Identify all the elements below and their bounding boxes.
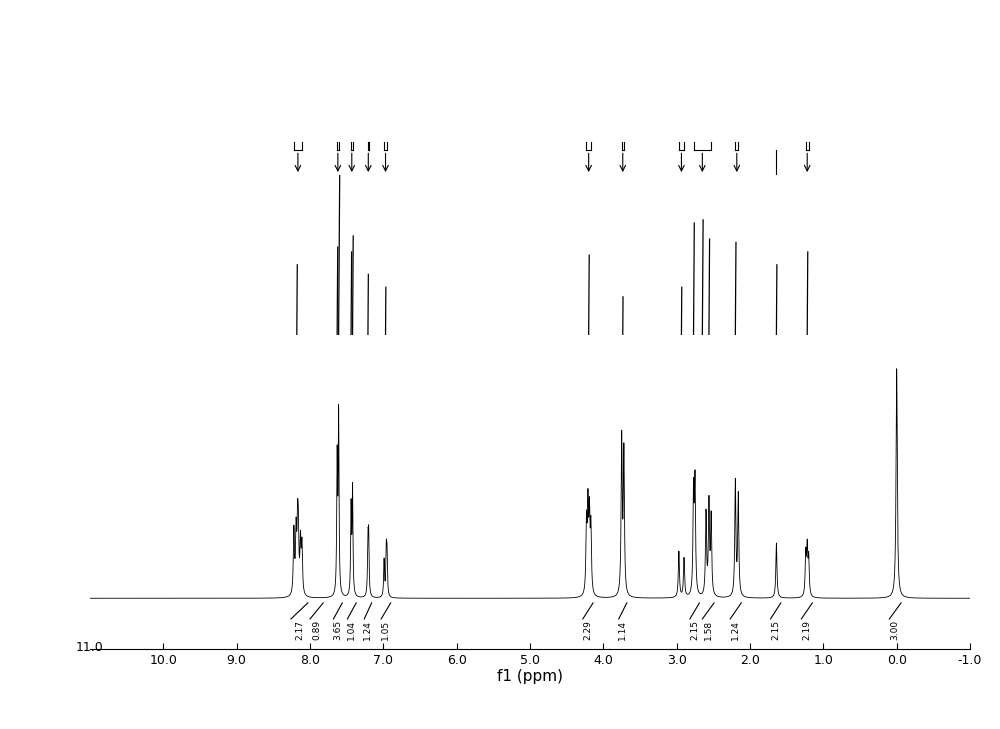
Text: 3.00: 3.00 <box>891 620 900 640</box>
Text: 2.19: 2.19 <box>802 620 811 640</box>
Text: 1.14: 1.14 <box>618 620 627 640</box>
Text: 1.24: 1.24 <box>731 620 740 640</box>
X-axis label: f1 (ppm): f1 (ppm) <box>497 669 563 685</box>
Text: 11.0: 11.0 <box>76 641 104 654</box>
Text: 2.29: 2.29 <box>583 620 592 640</box>
Text: 2.15: 2.15 <box>771 620 780 640</box>
Text: 2.15: 2.15 <box>690 620 699 640</box>
Text: 0.89: 0.89 <box>312 620 321 640</box>
Text: 1.04: 1.04 <box>347 620 356 640</box>
Text: 1.05: 1.05 <box>381 620 390 640</box>
Text: 1.58: 1.58 <box>704 620 713 640</box>
Text: 2.17: 2.17 <box>295 620 304 640</box>
Text: 3.65: 3.65 <box>333 620 342 640</box>
Text: 1.24: 1.24 <box>363 620 372 640</box>
